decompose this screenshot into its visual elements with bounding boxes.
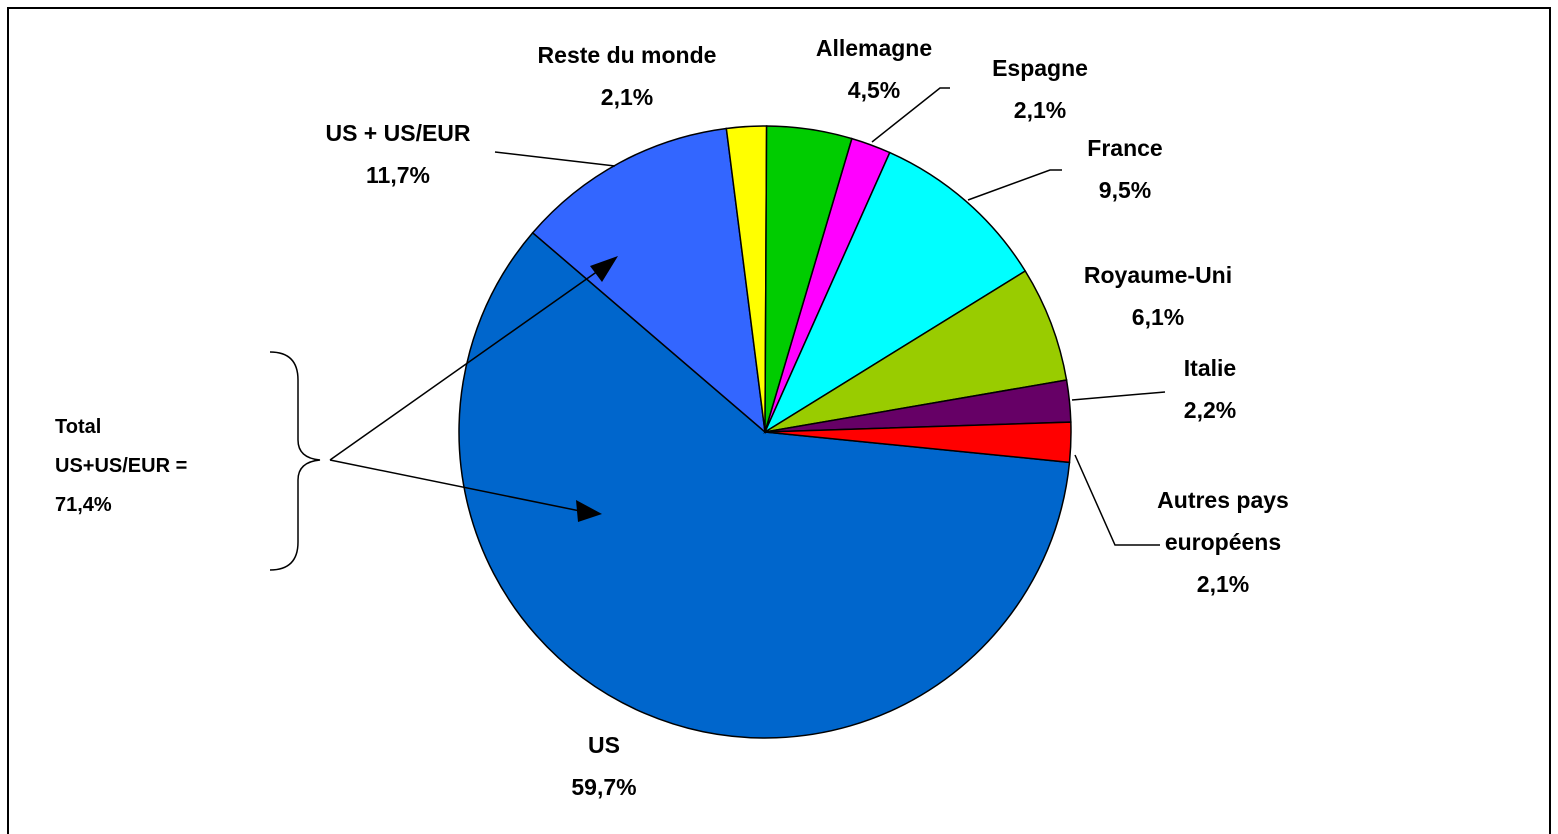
value-label: 2,1% [1196,571,1250,597]
slice [458,231,1071,739]
arrow [329,265,606,461]
slice-label: Reste du monde 2,1% [538,34,717,118]
arrow [329,459,586,513]
slice-name: US + US/EUR [325,120,471,146]
value-label: 4,5% [847,77,901,103]
slice [531,127,766,434]
leader [494,151,616,167]
slice-name: Royaume-Uni [1083,262,1233,288]
slice-name: US [588,732,620,758]
slice-label: France 9,5% [1087,127,1162,211]
slice-name: France [1087,135,1163,161]
arrowhead [590,256,618,282]
slice [764,269,1068,433]
value-label: 6,1% [1131,304,1185,330]
leader [1074,454,1160,546]
leaders [269,87,1166,571]
leader [1071,391,1166,401]
leader [967,169,1062,201]
slice [764,421,1072,464]
slice-label: US 59,7% [571,724,636,808]
slice-name: Reste du monde [537,42,717,68]
slice-name: Italie [1183,355,1237,381]
value-label: 2,2% [1183,397,1237,423]
slice [763,151,1027,434]
value-label: 11,7% [366,162,430,188]
slice-label: Italie 2,2% [1184,347,1236,431]
slice-label: US + US/EUR 11,7% [325,112,470,196]
slice-label: Royaume-Uni 6,1% [1084,254,1232,338]
brace [269,351,321,571]
value-label: 2,1% [600,84,654,110]
slice-label: Autres pays européens 2,1% [1157,479,1289,605]
slice-name: Allemagne [815,35,933,61]
value-label: 59,7% [571,774,637,800]
annotation: Total US+US/EUR = 71,4% [55,416,188,516]
slice-label: Allemagne 4,5% [816,27,932,111]
value-label: 2,1% [1013,97,1067,123]
frame [7,7,1551,834]
slice-label: Espagne 2,1% [992,47,1088,131]
leader [871,87,950,143]
value-label: 9,5% [1098,177,1152,203]
slice-name: Espagne [992,55,1088,81]
slice-name: Autres pays européens [1157,487,1289,555]
arrowhead [576,500,602,522]
